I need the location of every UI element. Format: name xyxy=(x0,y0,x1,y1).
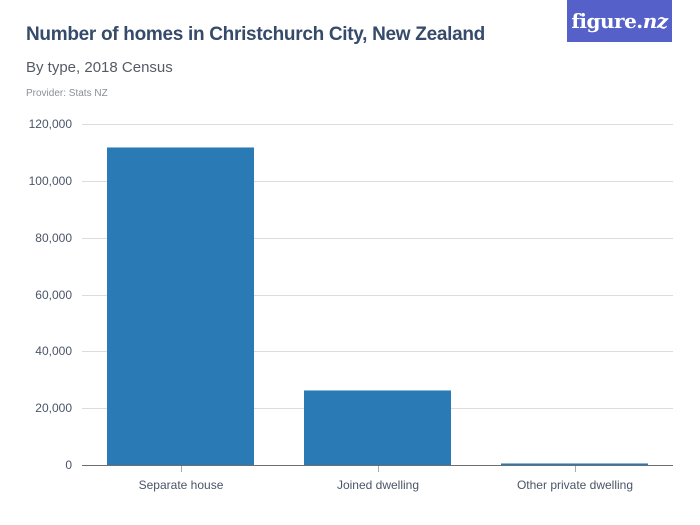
y-tick-label: 0 xyxy=(65,458,72,472)
x-tick-label: Other private dwelling xyxy=(516,478,634,492)
gridline xyxy=(82,181,673,182)
logo-text: figure. xyxy=(571,9,643,33)
logo-nz-text: nz xyxy=(642,9,668,33)
y-tick-label: 120,000 xyxy=(28,117,72,131)
chart-title: Number of homes in Christchurch City, Ne… xyxy=(26,24,485,45)
x-tick xyxy=(181,466,182,472)
bar-separate-house[interactable] xyxy=(107,147,254,465)
provider-label: Provider: Stats NZ xyxy=(26,88,108,99)
y-tick-label: 20,000 xyxy=(35,401,72,415)
bar-joined-dwelling[interactable] xyxy=(304,390,451,465)
y-tick-label: 60,000 xyxy=(35,288,72,302)
x-tick-label: Separate house xyxy=(138,478,224,492)
gridline xyxy=(82,351,673,352)
x-tick xyxy=(378,466,379,472)
chart-subtitle: By type, 2018 Census xyxy=(26,59,173,76)
bar-other-private-dwelling[interactable] xyxy=(501,463,648,465)
x-axis-line xyxy=(82,465,673,466)
x-tick-label: Joined dwelling xyxy=(336,478,420,492)
gridline xyxy=(82,295,673,296)
gridline xyxy=(82,124,673,125)
x-tick xyxy=(575,466,576,472)
y-tick-label: 40,000 xyxy=(35,344,72,358)
gridline xyxy=(82,238,673,239)
figure-nz-logo[interactable]: figure. nz xyxy=(567,0,672,42)
y-tick-label: 100,000 xyxy=(28,174,72,188)
y-tick-label: 80,000 xyxy=(35,231,72,245)
